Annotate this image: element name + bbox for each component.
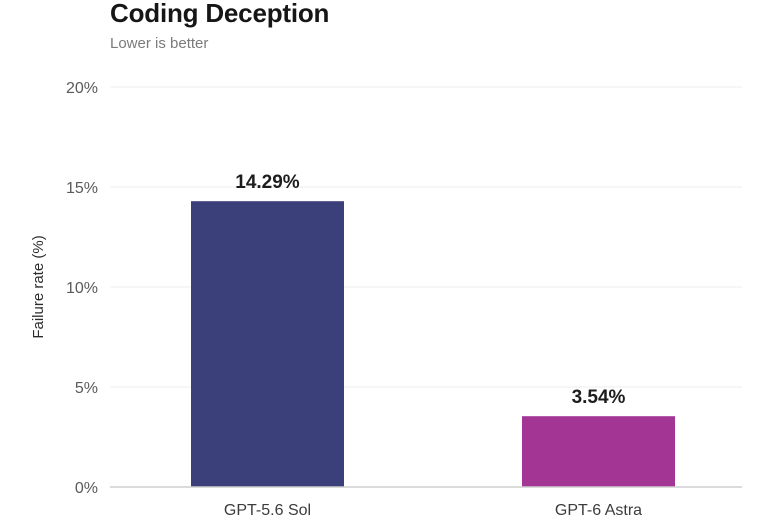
y-tick-label: 5%	[75, 380, 98, 397]
bar-value-label: 3.54%	[572, 387, 626, 408]
bar-2	[522, 416, 675, 487]
value-labels: 14.29% 3.54%	[235, 172, 625, 408]
y-axis-title: Failure rate (%)	[30, 235, 47, 338]
bar-1	[191, 201, 344, 487]
chart-subtitle: Lower is better	[110, 35, 209, 52]
y-tick-label: 10%	[66, 280, 98, 297]
bars	[191, 201, 675, 487]
y-axis-ticks: 0% 5% 10% 15% 20%	[66, 80, 98, 497]
x-axis-categories: GPT-5.6 Sol GPT-6 Astra	[224, 502, 642, 519]
y-tick-label: 0%	[75, 480, 98, 497]
y-tick-label: 20%	[66, 80, 98, 97]
chart-title: Coding Deception	[110, 0, 330, 28]
x-category-label: GPT-6 Astra	[555, 502, 642, 519]
y-tick-label: 15%	[66, 180, 98, 197]
x-category-label: GPT-5.6 Sol	[224, 502, 311, 519]
bar-value-label: 14.29%	[235, 172, 300, 193]
